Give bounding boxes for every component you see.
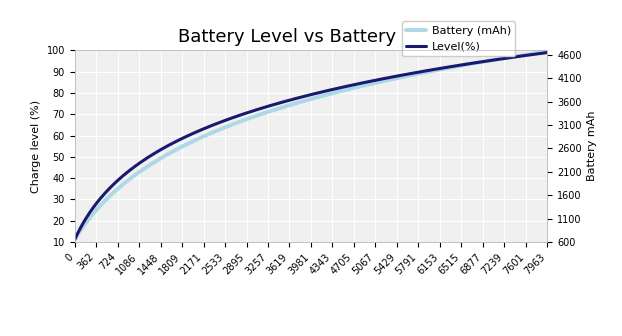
Level(%) [327, 88, 334, 92]
Level(%) [352, 82, 360, 86]
Battery (mAh) [544, 49, 551, 53]
Level(%) [532, 52, 540, 56]
Level(%) [71, 238, 78, 242]
Battery (mAh) [352, 85, 360, 89]
Title: Battery Level vs Battery mAh: Battery Level vs Battery mAh [179, 28, 443, 46]
Y-axis label: Charge level (%): Charge level (%) [31, 99, 41, 193]
Battery (mAh) [458, 64, 466, 68]
Line: Level(%): Level(%) [75, 52, 547, 240]
Level(%) [295, 96, 303, 100]
Legend: Battery (mAh), Level(%): Battery (mAh), Level(%) [402, 22, 516, 56]
Battery (mAh) [295, 100, 303, 104]
Line: Battery (mAh): Battery (mAh) [75, 51, 547, 240]
Battery (mAh) [327, 92, 334, 96]
Level(%) [544, 50, 551, 54]
Level(%) [458, 63, 466, 67]
Y-axis label: Battery mAh: Battery mAh [587, 111, 597, 181]
Battery (mAh) [299, 99, 306, 103]
Battery (mAh) [532, 51, 540, 55]
Battery (mAh) [71, 238, 78, 242]
Level(%) [299, 95, 306, 99]
